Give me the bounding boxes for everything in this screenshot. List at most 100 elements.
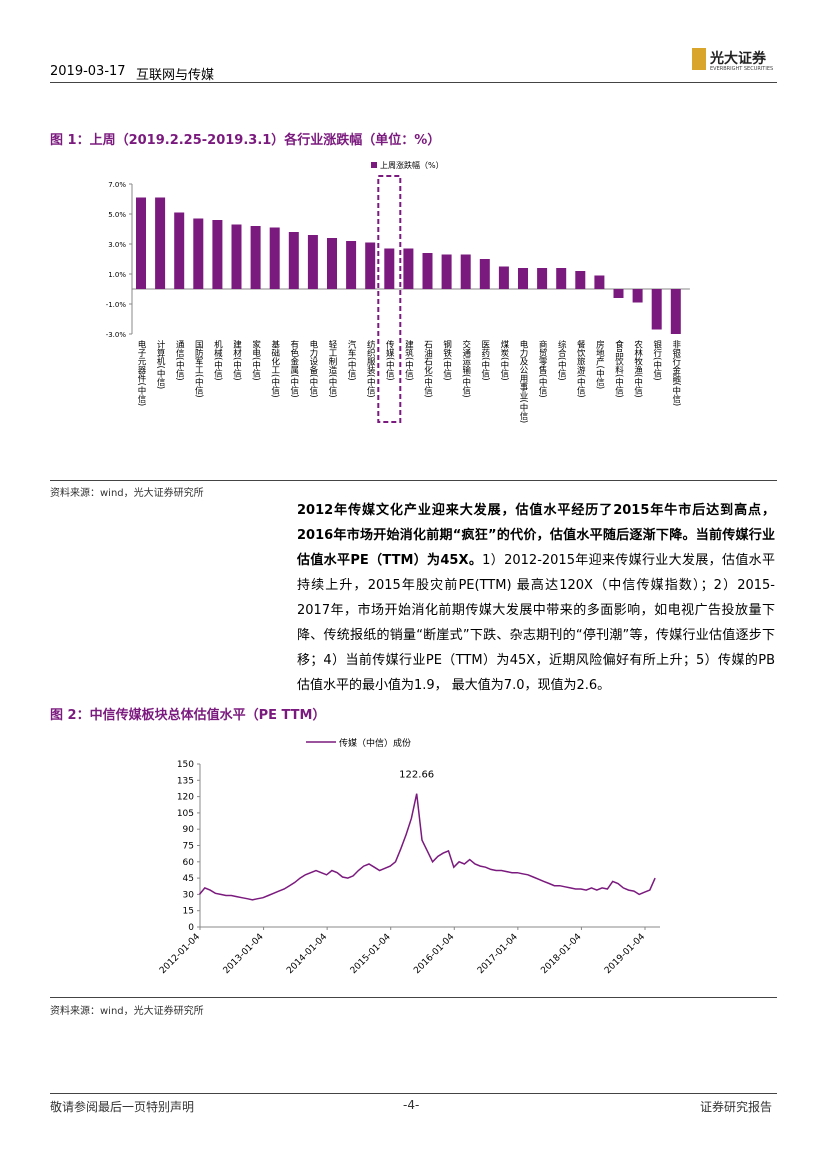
x-tick-label: 食品饮料(中信) <box>614 339 624 397</box>
source: 资料来源：wind，光大证券研究所 <box>50 488 204 499</box>
y-tick-label: 105 <box>177 809 194 819</box>
x-tick-label: 轻工制造(中信) <box>327 339 337 397</box>
bar <box>174 212 185 289</box>
bar <box>613 289 624 298</box>
y-tick-label: 0 <box>188 923 194 933</box>
paragraph-lead: 2012年传媒文化产业迎来大发展，估值水平经历了2015年牛市后达到高点，201… <box>297 503 775 568</box>
x-tick-label: 电力设备(中信) <box>308 339 318 397</box>
bar <box>460 254 471 289</box>
bar <box>632 289 643 303</box>
x-tick-label: 煤炭(中信) <box>499 339 509 380</box>
x-tick-label: 国防军工(中信) <box>193 340 203 398</box>
x-tick-label: 传媒(中信) <box>384 339 394 380</box>
x-tick-label: 医药(中信) <box>480 340 490 381</box>
bar <box>422 253 433 289</box>
y-tick-label: 90 <box>183 825 195 835</box>
logo: 光大证券 <box>710 51 766 67</box>
logo-icon <box>692 48 706 70</box>
bar <box>384 248 395 289</box>
y-tick-label: 30 <box>183 890 195 900</box>
bar <box>594 275 605 289</box>
x-tick-label: 家电(中信) <box>251 339 261 380</box>
x-tick-label: 餐饮旅游(中信) <box>575 340 585 398</box>
y-tick-label: 3.0% <box>108 241 126 249</box>
bar <box>651 289 662 330</box>
x-tick-label: 2014-01-04 <box>285 932 329 976</box>
y-tick-label: 15 <box>183 907 194 917</box>
source: 资料来源：wind，光大证券研究所 <box>50 1006 204 1017</box>
x-tick-label: 有色金属(中信) <box>289 339 299 397</box>
x-tick-label: 商贸零售(中信) <box>537 339 547 397</box>
annotation: 122.66 <box>399 770 434 781</box>
bar <box>155 197 166 289</box>
x-tick-label: 房地产(中信) <box>594 339 604 389</box>
x-tick-label: 2015-01-04 <box>349 932 393 976</box>
x-tick-label: 石油石化(中信) <box>423 340 433 398</box>
x-tick-label: 2019-01-04 <box>603 932 647 976</box>
bar <box>307 235 318 289</box>
x-tick-label: 钢铁(中信) <box>442 339 452 380</box>
bar <box>136 197 146 289</box>
footer-rule <box>50 1093 777 1094</box>
legend-label: 传媒（中信）成份 <box>339 737 411 749</box>
x-tick-label: 2016-01-04 <box>412 932 456 976</box>
x-tick-label: 纺织服装(中信) <box>365 339 375 397</box>
x-tick-label: 银行(中信) <box>652 339 662 380</box>
bar <box>250 226 261 289</box>
x-tick-label: 2013-01-04 <box>222 932 266 976</box>
footer-left: 敬请参阅最后一页特别声明 <box>50 1100 195 1114</box>
figure-title: 图 1：上周（2019.2.25-2019.3.1）各行业涨跌幅（单位：%） <box>50 133 441 148</box>
figure-title: 图 2：中信传媒板块总体估值水平（PE TTM） <box>50 708 326 723</box>
bar <box>518 268 528 289</box>
legend-label: 上周涨跌幅（%） <box>380 160 444 170</box>
bar <box>212 220 223 289</box>
y-tick-label: 7.0% <box>108 181 126 189</box>
y-tick-label: 135 <box>177 776 194 786</box>
x-tick-label: 2017-01-04 <box>476 932 520 976</box>
y-tick-label: 120 <box>177 793 194 803</box>
legend-swatch <box>371 162 377 168</box>
x-tick-label: 电子元器件(中信) <box>136 339 146 406</box>
bar-chart: 上周涨跌幅（%） 7.0% 5.0% 3.0% 1.0% -1.0% -3.0% 电子元器件(… <box>106 160 690 423</box>
y-tick-label: 45 <box>183 874 194 884</box>
x-tick-label: 农林牧渔(中信) <box>633 339 643 397</box>
bar <box>537 268 548 289</box>
y-tick-label: 75 <box>183 842 194 852</box>
page-number: -4- <box>403 1098 420 1112</box>
x-tick-label: 计算机(中信) <box>155 339 165 389</box>
bar <box>479 259 490 289</box>
line <box>198 793 656 901</box>
x-tick-label: 交通运输(中信) <box>461 339 471 397</box>
bar <box>498 266 509 289</box>
bar <box>269 227 280 289</box>
x-tick-label: 非银行金融(中信) <box>671 339 681 406</box>
y-tick-label: -1.0% <box>106 301 127 309</box>
x-tick-label: 建材(中信) <box>232 339 242 380</box>
x-tick-label: 综合(中信) <box>556 339 566 380</box>
paragraph-text: 1）2012-2015年迎来传媒行业大发展，估值水平持续上升，2015年股灾前P… <box>297 553 775 693</box>
bar <box>403 248 414 289</box>
x-tick-label: 2012-01-04 <box>158 932 202 976</box>
bar <box>327 238 337 289</box>
y-tick-label: 1.0% <box>108 271 126 279</box>
x-tick-label: 电力及公用事业(中信) <box>518 339 528 423</box>
x-tick-label: 基础化工(中信) <box>270 339 280 397</box>
highlight-box <box>377 175 402 423</box>
bar <box>193 218 204 289</box>
header-date: 2019-03-17 <box>50 64 126 79</box>
source-rule <box>50 997 777 998</box>
x-tick-label: 通信(中信) <box>174 339 184 380</box>
bar <box>556 268 567 289</box>
y-tick-label: 5.0% <box>108 211 126 219</box>
bar <box>670 289 681 334</box>
bar <box>346 241 357 289</box>
y-tick-label: 150 <box>177 760 194 770</box>
header-rule <box>50 82 777 83</box>
source-rule <box>50 480 777 481</box>
x-tick-label: 建筑(中信) <box>403 339 413 380</box>
logo-en: EVERBRIGHT SECURITIES <box>710 66 774 72</box>
bar <box>231 224 242 289</box>
x-tick-label: 汽车(中信) <box>346 339 356 380</box>
bar <box>441 254 452 289</box>
